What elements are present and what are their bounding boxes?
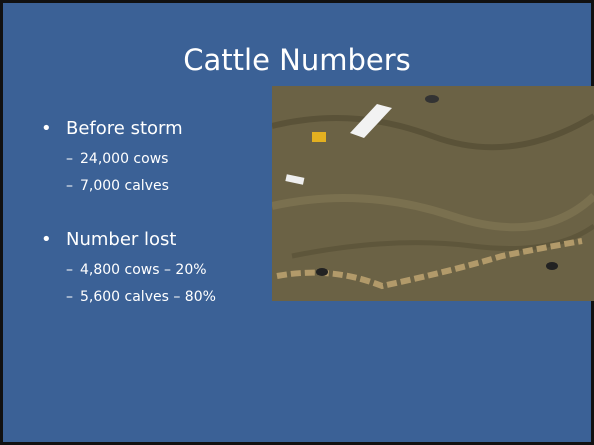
bullet-text: Number lost xyxy=(66,229,176,250)
sub-bullet-text: 7,000 calves xyxy=(80,178,169,194)
slide: Cattle Numbers •Before storm–24,000 cows… xyxy=(0,0,594,445)
sub-bullet-text: 24,000 cows xyxy=(80,151,168,167)
photo-cattle xyxy=(425,95,439,103)
bullet-text: Before storm xyxy=(66,118,183,139)
bullet-marker: • xyxy=(41,118,52,139)
bullet-marker: • xyxy=(41,229,52,250)
slide-title: Cattle Numbers xyxy=(3,43,591,77)
sub-bullet-marker: – xyxy=(66,151,73,167)
photo-object xyxy=(312,132,326,142)
photo-cattle xyxy=(316,268,328,276)
sub-bullet-text: 4,800 cows – 20% xyxy=(80,262,207,278)
sub-bullet-marker: – xyxy=(66,289,73,305)
photo-cattle xyxy=(546,262,558,270)
sub-bullet-marker: – xyxy=(66,178,73,194)
photo xyxy=(272,86,594,301)
page: Cattle Numbers •Before storm–24,000 cows… xyxy=(0,0,594,445)
sub-bullet-text: 5,600 calves – 80% xyxy=(80,289,216,305)
sub-bullet-marker: – xyxy=(66,262,73,278)
